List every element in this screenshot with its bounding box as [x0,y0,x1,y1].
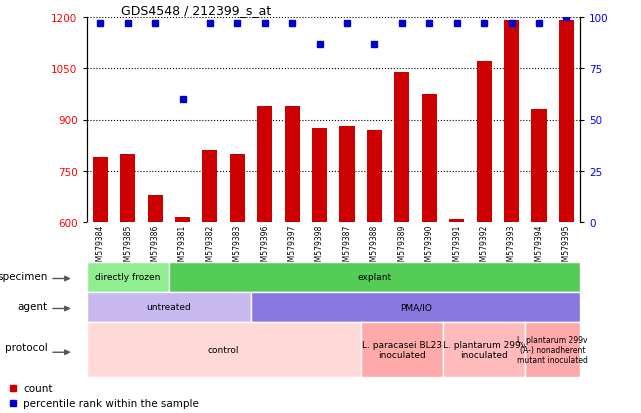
Text: percentile rank within the sample: percentile rank within the sample [23,398,199,408]
Text: L. plantarum 299v
(A-) nonadherent
mutant inoculated: L. plantarum 299v (A-) nonadherent mutan… [517,335,588,365]
Text: GSM579382: GSM579382 [205,224,215,271]
Text: L. paracasei BL23
inoculated: L. paracasei BL23 inoculated [362,340,442,359]
Bar [340,127,354,223]
Text: GSM579395: GSM579395 [562,224,571,271]
Text: GSM579390: GSM579390 [425,224,434,271]
Bar [449,219,464,223]
Bar [531,110,547,223]
Text: specimen: specimen [0,271,47,281]
Text: GDS4548 / 212399_s_at: GDS4548 / 212399_s_at [121,4,271,17]
Bar [257,107,272,223]
Text: PMA/IO: PMA/IO [399,303,431,312]
Bar [120,154,135,223]
Text: GSM579389: GSM579389 [397,224,406,271]
Text: explant: explant [358,273,392,282]
Bar [394,73,410,223]
Text: GSM579386: GSM579386 [151,224,160,271]
Text: control: control [208,345,239,354]
Text: GSM579384: GSM579384 [96,224,104,271]
Text: GSM579381: GSM579381 [178,224,187,271]
Bar [285,107,300,223]
Bar [477,62,492,223]
Bar [504,21,519,223]
Text: agent: agent [17,301,47,311]
Bar [230,154,245,223]
Text: GSM579387: GSM579387 [342,224,351,271]
Text: protocol: protocol [5,342,47,352]
Text: GSM579391: GSM579391 [452,224,462,271]
Bar [422,95,437,223]
Text: untreated: untreated [146,303,191,312]
Bar [203,151,217,223]
Bar [559,21,574,223]
Bar [147,195,163,223]
Text: count: count [23,383,53,393]
Text: GSM579388: GSM579388 [370,224,379,271]
Text: directly frozen: directly frozen [95,273,160,282]
Text: GSM579396: GSM579396 [260,224,269,271]
Text: GSM579383: GSM579383 [233,224,242,271]
Bar [175,217,190,223]
Text: GSM579392: GSM579392 [479,224,488,271]
Text: GSM579394: GSM579394 [535,224,544,271]
Text: GSM579385: GSM579385 [123,224,132,271]
Text: GSM579397: GSM579397 [288,224,297,271]
Text: GSM579393: GSM579393 [507,224,516,271]
Bar [367,131,382,223]
Text: GSM579398: GSM579398 [315,224,324,271]
Bar [93,158,108,223]
Bar [312,129,327,223]
Text: L. plantarum 299v
inoculated: L. plantarum 299v inoculated [442,340,526,359]
